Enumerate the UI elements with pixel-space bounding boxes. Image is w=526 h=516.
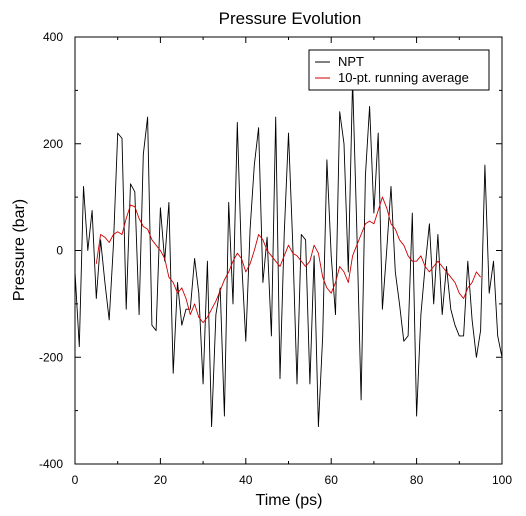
x-tick-label: 80 (410, 473, 424, 487)
y-tick-label: 200 (43, 137, 63, 151)
x-tick-label: 0 (72, 473, 79, 487)
y-tick-label: -200 (39, 350, 63, 364)
x-axis-label: Time (ps) (256, 492, 323, 509)
y-tick-label: 0 (56, 244, 63, 258)
x-tick-label: 100 (492, 473, 512, 487)
x-tick-label: 60 (325, 473, 339, 487)
legend: NPT 10-pt. running average (308, 49, 490, 91)
series-running-average-line (95, 196, 481, 324)
chart-title: Pressure Evolution (219, 9, 362, 28)
legend-label-npt: NPT (338, 54, 364, 69)
y-axis-label: Pressure (bar) (11, 199, 28, 301)
y-tick-label: 400 (43, 30, 63, 44)
legend-box (308, 49, 490, 91)
series-npt-line (74, 79, 503, 428)
series-layer (74, 79, 503, 428)
plot-frame (74, 36, 503, 465)
x-tick-label: 40 (239, 473, 253, 487)
legend-label-running-average: 10-pt. running average (338, 70, 469, 85)
x-tick-label: 20 (154, 473, 168, 487)
y-tick-label: -400 (39, 457, 63, 471)
axis-ticks (74, 36, 503, 465)
tick-labels: 0 20 40 60 80 100 -400 -200 0 200 400 (39, 30, 512, 487)
